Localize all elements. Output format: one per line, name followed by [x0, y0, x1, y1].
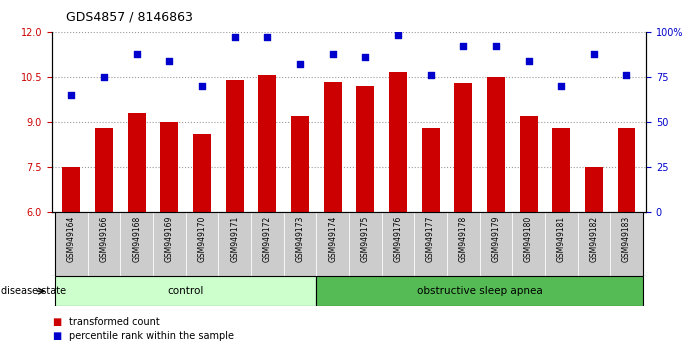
- Bar: [585, 167, 603, 212]
- Point: [164, 58, 175, 64]
- Text: GSM949169: GSM949169: [165, 216, 174, 262]
- Text: GSM949173: GSM949173: [296, 216, 305, 262]
- Bar: [447, 212, 480, 276]
- Text: GSM949172: GSM949172: [263, 216, 272, 262]
- Bar: [291, 116, 309, 212]
- Text: GSM949178: GSM949178: [459, 216, 468, 262]
- Bar: [578, 212, 610, 276]
- Point: [327, 51, 338, 56]
- Text: percentile rank within the sample: percentile rank within the sample: [69, 331, 234, 341]
- Point: [556, 83, 567, 89]
- Text: GDS4857 / 8146863: GDS4857 / 8146863: [66, 11, 193, 24]
- Point: [66, 92, 77, 98]
- Text: GSM949166: GSM949166: [100, 216, 108, 262]
- Text: GSM949180: GSM949180: [524, 216, 533, 262]
- Text: GSM949174: GSM949174: [328, 216, 337, 262]
- Text: GSM949171: GSM949171: [230, 216, 239, 262]
- Bar: [226, 80, 244, 212]
- Text: GSM949164: GSM949164: [67, 216, 76, 262]
- Bar: [120, 212, 153, 276]
- Text: GSM949179: GSM949179: [491, 216, 500, 262]
- Bar: [415, 212, 447, 276]
- Bar: [88, 212, 120, 276]
- Point: [392, 33, 404, 38]
- Bar: [55, 276, 316, 306]
- Bar: [454, 83, 472, 212]
- Text: ■: ■: [52, 331, 61, 341]
- Text: GSM949170: GSM949170: [198, 216, 207, 262]
- Bar: [512, 212, 545, 276]
- Text: GSM949182: GSM949182: [589, 216, 598, 262]
- Bar: [251, 212, 283, 276]
- Point: [588, 51, 599, 56]
- Text: disease state: disease state: [1, 286, 66, 296]
- Point: [425, 72, 436, 78]
- Bar: [316, 276, 643, 306]
- Bar: [487, 77, 505, 212]
- Point: [523, 58, 534, 64]
- Point: [196, 83, 207, 89]
- Point: [621, 72, 632, 78]
- Bar: [323, 81, 341, 212]
- Text: transformed count: transformed count: [69, 317, 160, 327]
- Text: GSM949177: GSM949177: [426, 216, 435, 262]
- Bar: [357, 86, 375, 212]
- Bar: [128, 113, 146, 212]
- Bar: [95, 128, 113, 212]
- Bar: [186, 212, 218, 276]
- Bar: [480, 212, 512, 276]
- Text: GSM949168: GSM949168: [132, 216, 141, 262]
- Bar: [618, 128, 636, 212]
- Bar: [283, 212, 316, 276]
- Bar: [55, 212, 88, 276]
- Bar: [381, 212, 415, 276]
- Text: obstructive sleep apnea: obstructive sleep apnea: [417, 286, 542, 296]
- Point: [457, 44, 468, 49]
- Bar: [520, 116, 538, 212]
- Text: control: control: [167, 286, 204, 296]
- Text: ■: ■: [52, 317, 61, 327]
- Point: [360, 54, 371, 60]
- Bar: [316, 212, 349, 276]
- Point: [131, 51, 142, 56]
- Text: GSM949181: GSM949181: [557, 216, 566, 262]
- Bar: [349, 212, 381, 276]
- Point: [262, 34, 273, 40]
- Bar: [610, 212, 643, 276]
- Text: GSM949183: GSM949183: [622, 216, 631, 262]
- Bar: [422, 128, 439, 212]
- Bar: [258, 75, 276, 212]
- Point: [99, 74, 110, 80]
- Text: GSM949176: GSM949176: [393, 216, 402, 262]
- Bar: [193, 134, 211, 212]
- Point: [294, 62, 305, 67]
- Text: GSM949175: GSM949175: [361, 216, 370, 262]
- Bar: [389, 73, 407, 212]
- Point: [229, 34, 240, 40]
- Bar: [153, 212, 186, 276]
- Bar: [218, 212, 251, 276]
- Bar: [62, 167, 80, 212]
- Bar: [552, 128, 570, 212]
- Bar: [545, 212, 578, 276]
- Point: [491, 44, 502, 49]
- Bar: [160, 122, 178, 212]
